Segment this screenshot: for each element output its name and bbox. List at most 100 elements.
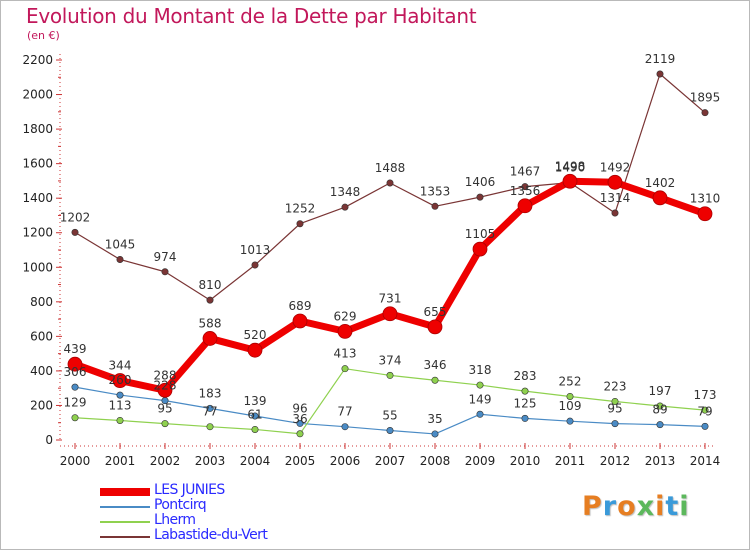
data-label: 344 (109, 359, 132, 373)
y-tick-label: 200 (30, 398, 53, 412)
data-label: 288 (154, 368, 177, 382)
data-point (341, 203, 349, 211)
data-point (476, 193, 484, 201)
data-point (697, 206, 713, 222)
data-point (517, 198, 533, 214)
data-label: 1467 (510, 165, 541, 179)
y-tick-label: 1200 (22, 226, 53, 240)
data-label: 197 (649, 384, 672, 398)
data-label: 79 (697, 404, 712, 418)
data-label: 439 (64, 342, 87, 356)
data-point (382, 306, 398, 322)
data-label: 149 (469, 392, 492, 406)
data-point (206, 404, 214, 412)
data-label: 252 (559, 374, 582, 388)
data-label: 1490 (555, 161, 586, 175)
x-tick-label: 2005 (285, 454, 316, 468)
data-label: 89 (652, 403, 667, 417)
data-point (292, 313, 308, 329)
data-label: 374 (379, 353, 402, 367)
data-label: 810 (199, 278, 222, 292)
data-label: 1356 (510, 184, 541, 198)
data-point (116, 255, 124, 263)
data-label: 520 (244, 328, 267, 342)
proxiti-logo: Proxiti (582, 491, 690, 522)
legend-swatch (100, 521, 150, 523)
data-point (341, 423, 349, 431)
data-point (431, 430, 439, 438)
data-label: 1348 (330, 185, 361, 199)
data-label: 228 (154, 379, 177, 393)
y-tick-label: 1600 (22, 157, 53, 171)
data-label: 77 (337, 405, 352, 419)
data-label: 731 (379, 292, 402, 306)
data-label: 1045 (105, 238, 136, 252)
data-point (71, 228, 79, 236)
y-tick-label: 1800 (22, 122, 53, 136)
y-tick-label: 2000 (22, 88, 53, 102)
data-point (656, 70, 664, 78)
x-tick-label: 2013 (645, 454, 676, 468)
x-tick-label: 2014 (690, 454, 721, 468)
x-tick-label: 2008 (420, 454, 451, 468)
data-point (251, 412, 259, 420)
legend-item: LES JUNIES (100, 482, 360, 499)
legend-label: LES JUNIES (154, 482, 225, 498)
data-label: 125 (514, 396, 537, 410)
data-label: 109 (559, 399, 582, 413)
data-point (431, 202, 439, 210)
data-label: 173 (694, 388, 717, 402)
x-tick-label: 2009 (465, 454, 496, 468)
y-tick-label: 800 (30, 295, 53, 309)
data-point (611, 397, 619, 405)
data-label: 260 (109, 373, 132, 387)
data-point (71, 414, 79, 422)
data-label: 95 (157, 402, 172, 416)
data-point (251, 425, 259, 433)
series-points (67, 70, 713, 438)
data-point (521, 183, 529, 191)
data-label: 61 (247, 407, 262, 421)
data-label: 1013 (240, 243, 271, 257)
chart-title: Evolution du Montant de la Dette par Hab… (26, 4, 477, 28)
axes: 0 200 400 600 800 1000 1200 1400 1600 1800 2000 220… (22, 53, 720, 468)
data-label: 1310 (690, 192, 721, 206)
data-point (386, 426, 394, 434)
data-label: 1105 (465, 227, 496, 241)
data-point (521, 414, 529, 422)
data-label: 689 (289, 299, 312, 313)
data-label: 1314 (600, 191, 631, 205)
data-label: 1488 (375, 161, 406, 175)
y-tick-label: 0 (45, 433, 53, 447)
data-label: 1895 (690, 91, 721, 105)
data-label: 306 (64, 365, 87, 379)
data-label: 36 (292, 412, 307, 426)
data-point (206, 296, 214, 304)
data-point (656, 402, 664, 410)
y-tick-label: 600 (30, 329, 53, 343)
data-label: 96 (292, 401, 307, 415)
data-point (562, 173, 578, 189)
data-point (607, 174, 623, 190)
data-label: 35 (427, 412, 442, 426)
data-point (296, 419, 304, 427)
data-point (476, 410, 484, 418)
data-point (566, 417, 574, 425)
y-tick-label: 1000 (22, 260, 53, 274)
data-point (296, 220, 304, 228)
data-point (341, 365, 349, 373)
data-label: 1252 (285, 202, 316, 216)
data-point (652, 190, 668, 206)
legend-label: Labastide-du-Vert (154, 527, 268, 543)
data-label: 629 (334, 309, 357, 323)
data-label: 413 (334, 347, 357, 361)
data-point (656, 421, 664, 429)
data-point (337, 323, 353, 339)
data-point (161, 420, 169, 428)
x-tick-label: 2003 (195, 454, 226, 468)
data-point (116, 391, 124, 399)
data-point (472, 241, 488, 257)
data-point (116, 416, 124, 424)
